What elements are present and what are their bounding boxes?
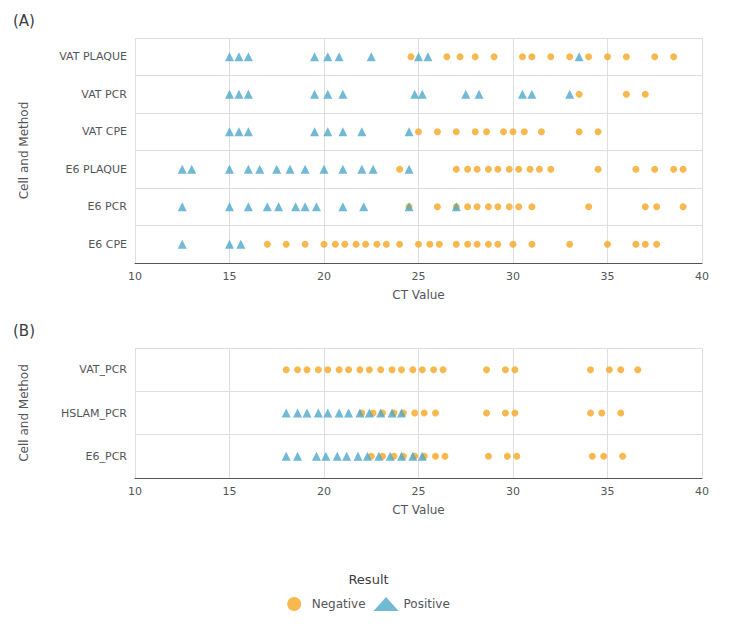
svg-text:10: 10 (128, 270, 142, 283)
svg-text:E6 PCR: E6 PCR (88, 200, 128, 213)
svg-text:Result: Result (348, 572, 388, 587)
svg-text:15: 15 (223, 270, 237, 283)
svg-text:Cell and Method: Cell and Method (17, 364, 31, 462)
svg-text:VAT_PCR: VAT_PCR (79, 363, 127, 376)
svg-text:E6 CPE: E6 CPE (88, 238, 127, 251)
svg-text:30: 30 (506, 485, 520, 498)
svg-text:E6 PLAQUE: E6 PLAQUE (66, 163, 128, 176)
svg-text:Negative: Negative (312, 597, 366, 611)
svg-text:VAT PCR: VAT PCR (81, 88, 127, 101)
svg-text:10: 10 (128, 485, 142, 498)
svg-text:25: 25 (412, 485, 426, 498)
svg-text:Positive: Positive (404, 597, 450, 611)
svg-text:(A): (A) (13, 12, 35, 30)
svg-text:E6_PCR: E6_PCR (86, 450, 128, 463)
svg-text:20: 20 (317, 485, 331, 498)
svg-text:Cell and Method: Cell and Method (17, 102, 31, 200)
svg-text:30: 30 (506, 270, 520, 283)
svg-text:CT Value: CT Value (392, 288, 444, 302)
svg-text:VAT PLAQUE: VAT PLAQUE (59, 50, 127, 63)
svg-text:VAT CPE: VAT CPE (82, 125, 127, 138)
svg-text:25: 25 (412, 270, 426, 283)
svg-text:HSLAM_PCR: HSLAM_PCR (61, 407, 127, 420)
svg-text:35: 35 (601, 485, 615, 498)
svg-text:CT Value: CT Value (392, 503, 444, 517)
svg-text:15: 15 (223, 485, 237, 498)
svg-text:40: 40 (695, 485, 709, 498)
svg-text:40: 40 (695, 270, 709, 283)
svg-text:20: 20 (317, 270, 331, 283)
svg-text:35: 35 (601, 270, 615, 283)
svg-text:(B): (B) (13, 322, 35, 340)
